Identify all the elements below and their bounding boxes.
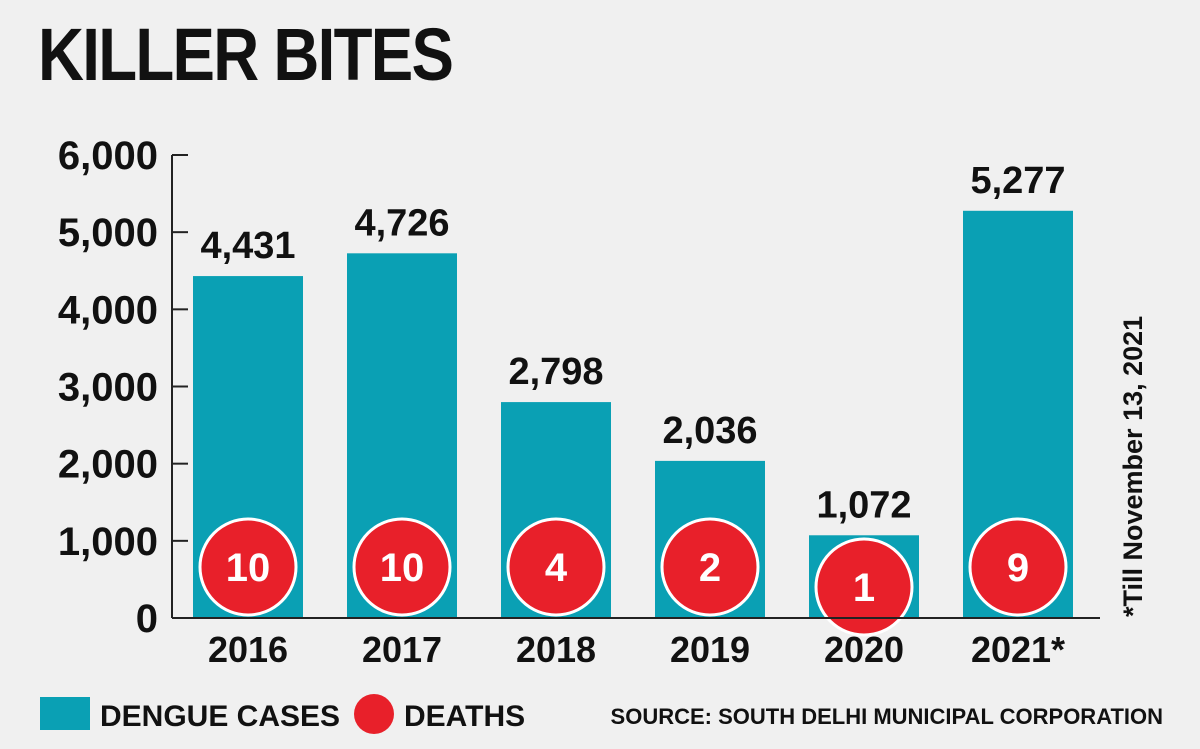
death-marker (506, 517, 606, 617)
death-value-label: 4 (545, 546, 568, 590)
x-category-label: 2021* (971, 629, 1065, 670)
bar-value-label: 1,072 (816, 484, 911, 526)
bar-value-label: 4,431 (200, 225, 295, 267)
death-marker (968, 517, 1068, 617)
bar-value-label: 2,798 (508, 351, 603, 393)
y-axis: 0 1,000 2,000 3,000 4,000 5,000 6,000 (58, 134, 188, 641)
x-axis: 2016 2017 2018 2019 2020 2021* (172, 617, 1100, 670)
death-value-label: 2 (699, 546, 721, 590)
x-category-label: 2020 (824, 629, 904, 670)
x-category-label: 2017 (362, 629, 442, 670)
death-marker (660, 517, 760, 617)
bar-value-label: 4,726 (354, 202, 449, 244)
x-category-label: 2016 (208, 629, 288, 670)
x-category-label: 2018 (516, 629, 596, 670)
date-note: *Till November 13, 2021 (1118, 316, 1148, 617)
y-tick-label: 3,000 (58, 366, 158, 410)
bar-value-label: 5,277 (970, 160, 1065, 202)
legend-label-cases: DENGUE CASES (100, 700, 340, 733)
death-value-label: 1 (853, 566, 875, 610)
death-marker (352, 517, 452, 617)
source-note: SOURCE: SOUTH DELHI MUNICIPAL CORPORATIO… (611, 704, 1163, 729)
y-tick-label: 4,000 (58, 288, 158, 332)
death-value-label: 9 (1007, 546, 1029, 590)
death-marker (814, 537, 914, 637)
legend-swatch-cases (40, 697, 90, 730)
bars (193, 210, 1073, 618)
y-tick-label: 2,000 (58, 443, 158, 487)
chart-title: KILLER BITES (38, 13, 454, 96)
death-markers: 10 10 4 2 1 9 (198, 517, 1068, 637)
x-category-label: 2019 (670, 629, 750, 670)
y-tick-label: 1,000 (58, 520, 158, 564)
legend-label-deaths: DEATHS (404, 700, 525, 733)
y-tick-label: 5,000 (58, 211, 158, 255)
death-value-label: 10 (226, 546, 271, 590)
value-labels: 4,431 4,726 2,798 2,036 1,072 5,277 (200, 160, 1065, 526)
y-tick-label: 0 (136, 597, 158, 641)
legend: DENGUE CASES DEATHS (40, 694, 525, 734)
death-marker (198, 517, 298, 617)
bar-value-label: 2,036 (662, 410, 757, 452)
y-tick-label: 6,000 (58, 134, 158, 178)
legend-swatch-deaths (354, 694, 394, 734)
death-value-label: 10 (380, 546, 425, 590)
